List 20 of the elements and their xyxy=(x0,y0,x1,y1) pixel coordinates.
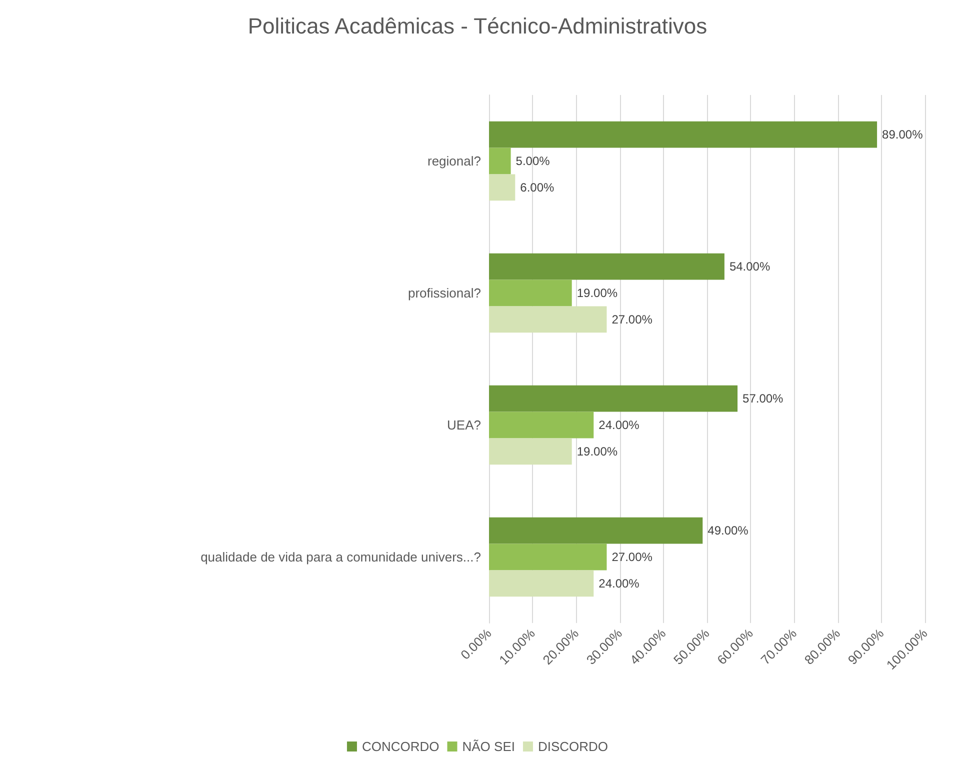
y-tick-label: qualidade de vida para a comunidade univers...? xyxy=(200,550,481,564)
legend-label: DISCORDO xyxy=(538,739,608,754)
data-label: 27.00% xyxy=(612,550,653,564)
data-label: 19.00% xyxy=(576,444,618,458)
data-label: 57.00% xyxy=(742,392,784,406)
data-label: 24.00% xyxy=(598,576,640,590)
y-tick-label: regional? xyxy=(428,154,481,168)
data-label: 19.00% xyxy=(576,286,618,300)
data-label: 24.00% xyxy=(598,418,640,432)
data-label: 5.00% xyxy=(516,154,550,168)
y-tick-label: profissional? xyxy=(408,286,481,300)
data-label: 27.00% xyxy=(612,312,653,326)
data-label: 54.00% xyxy=(729,260,770,274)
data-label: 49.00% xyxy=(708,524,749,538)
legend-label: CONCORDO xyxy=(362,739,440,754)
data-label: 89.00% xyxy=(882,128,924,142)
data-label: 6.00% xyxy=(520,180,555,194)
y-tick-label: UEA? xyxy=(447,418,481,432)
chart-title: Politicas Acadêmicas - Técnico-Administrativos xyxy=(248,14,708,38)
legend-label: NÃO SEI xyxy=(462,739,515,754)
